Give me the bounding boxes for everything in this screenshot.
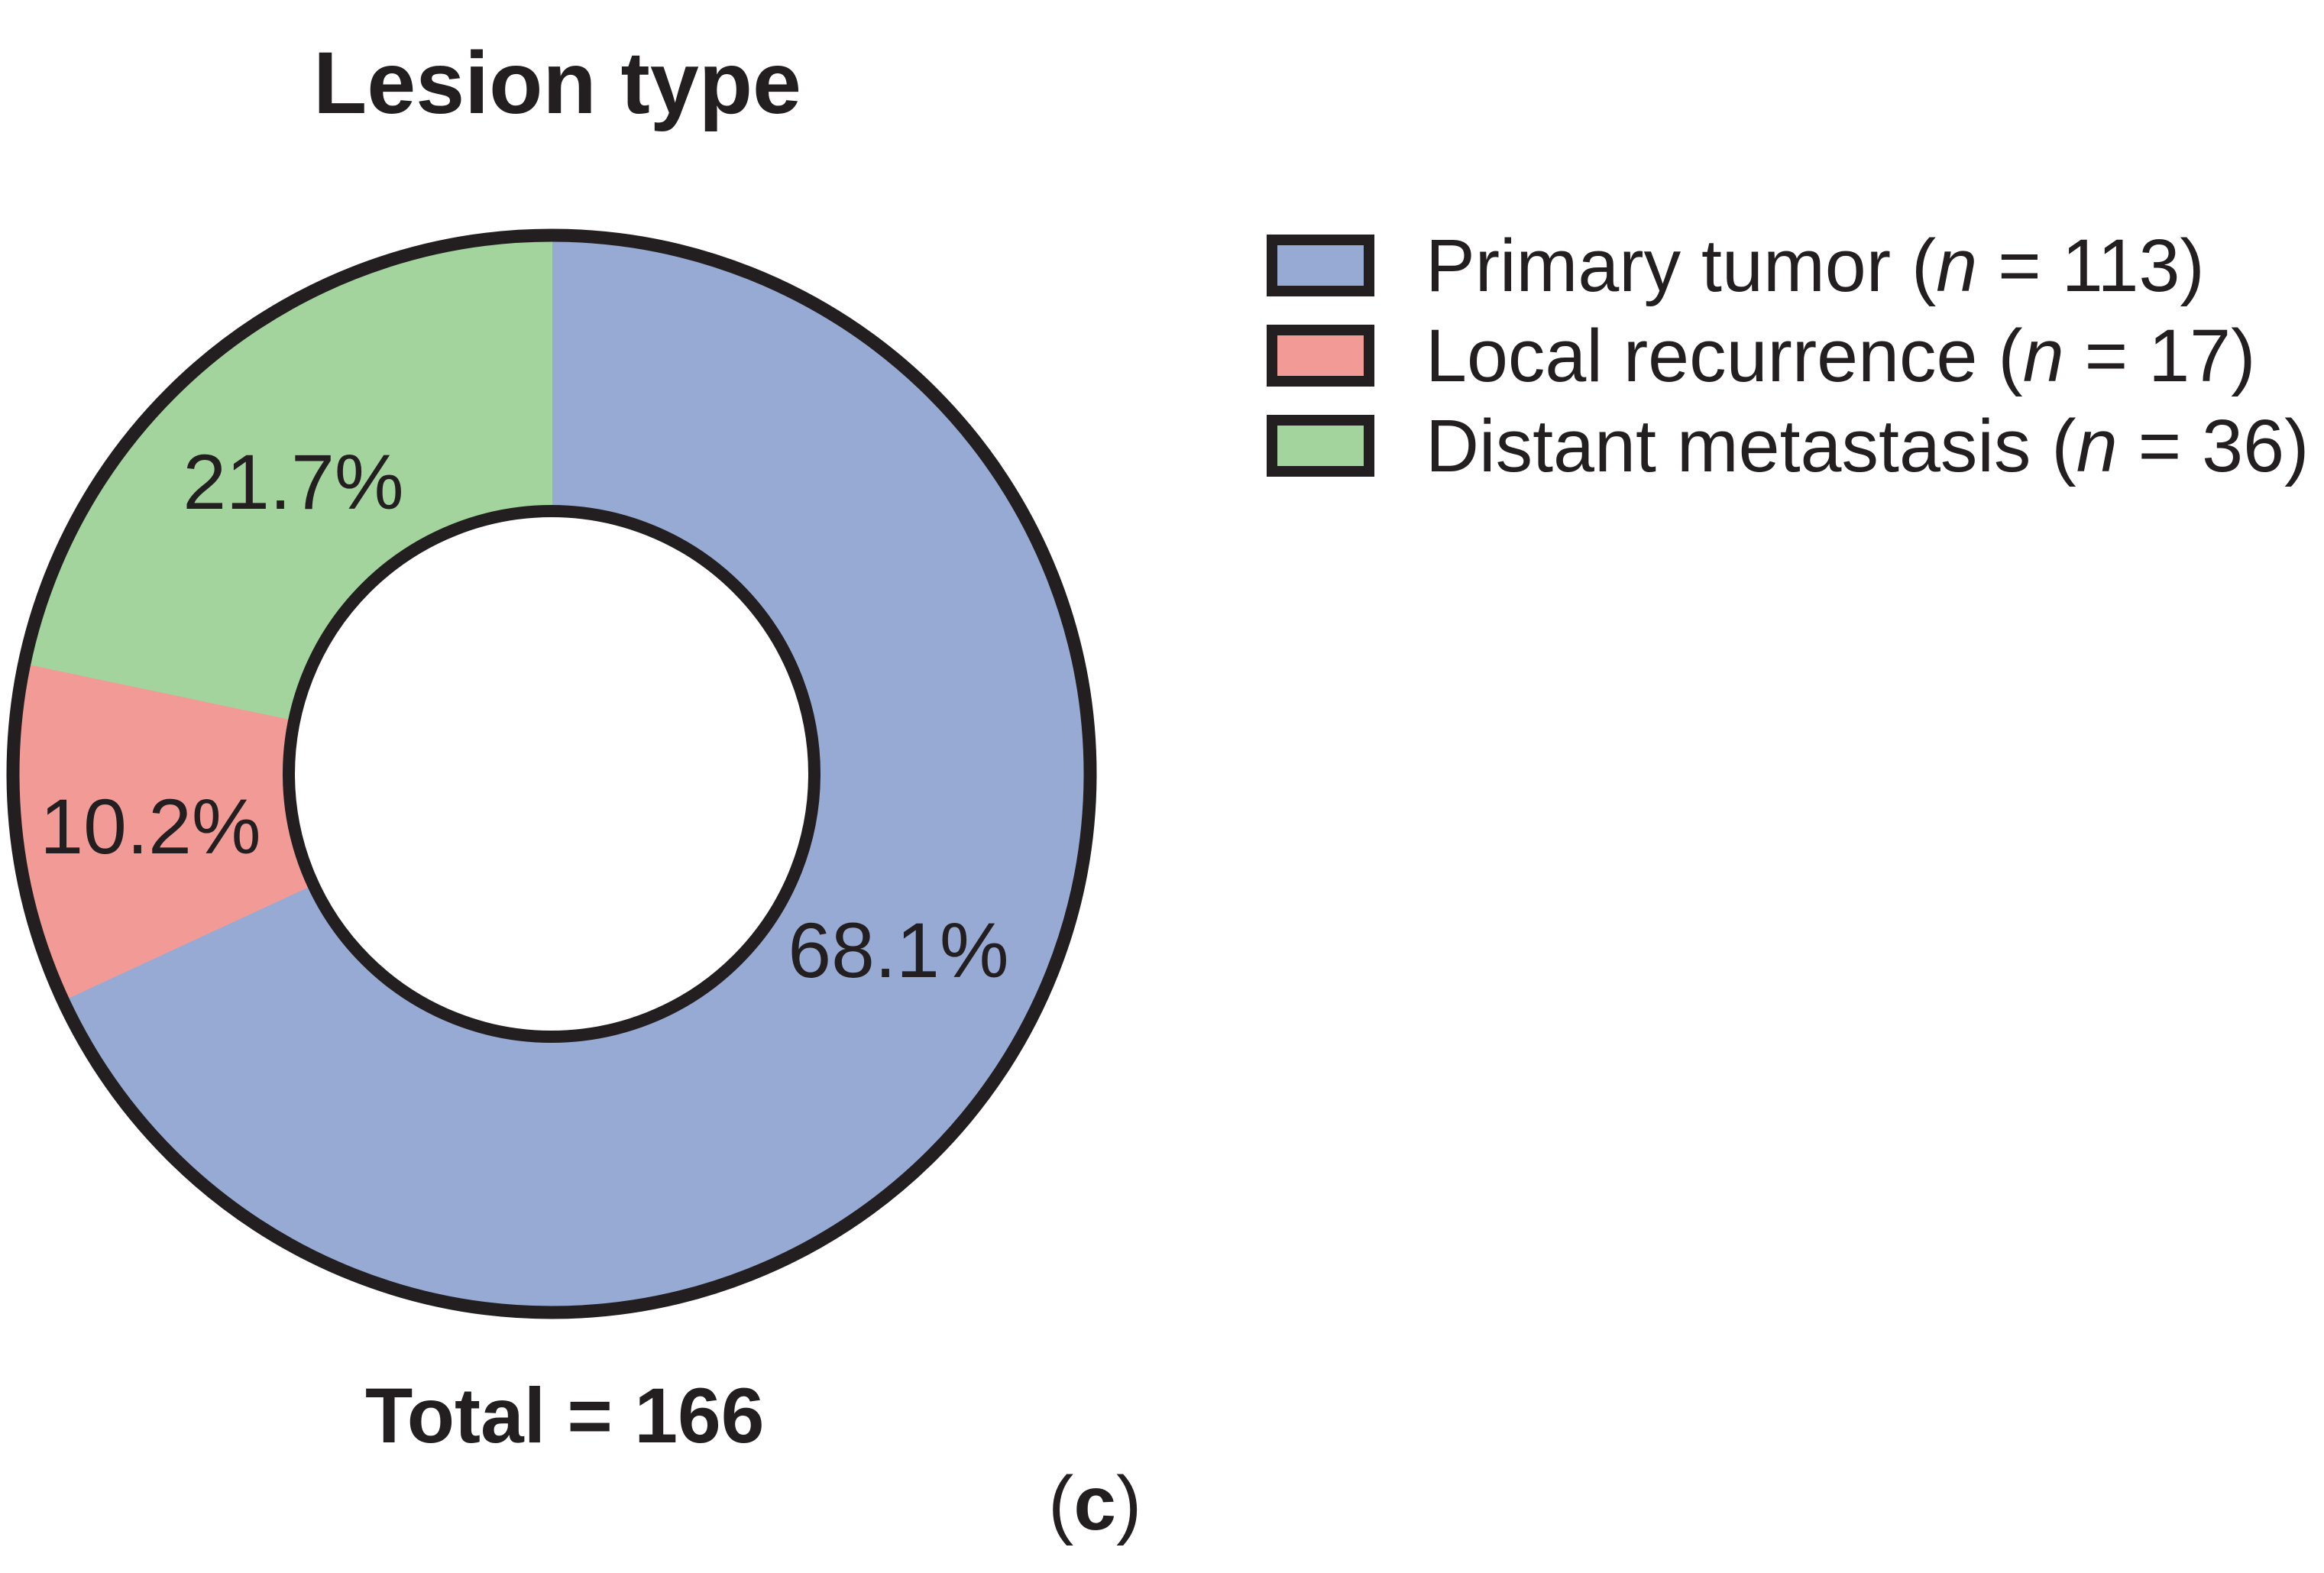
donut-slices	[12, 234, 1091, 1313]
legend-row-distant-metastasis: Distant metastasis (n = 36)	[1267, 409, 2309, 483]
slice-label-local-recurrence: 10.2%	[40, 783, 261, 870]
inner-hole-outline	[283, 505, 821, 1043]
legend-swatch-primary-tumor	[1267, 235, 1374, 296]
donut-outline-rings	[6, 228, 1097, 1319]
legend-swatch-distant-metastasis	[1267, 415, 1374, 477]
legend: Primary tumor (n = 113) Local recurrence …	[1267, 228, 2309, 505]
slice-percentage-labels: 68.1% 10.2% 21.7%	[40, 439, 1008, 994]
legend-row-primary-tumor: Primary tumor (n = 113)	[1267, 228, 2309, 303]
legend-label-local-recurrence: Local recurrence (n = 17)	[1426, 314, 2256, 397]
legend-label-primary-tumor: Primary tumor (n = 113)	[1426, 224, 2205, 307]
slice-label-distant-metastasis: 21.7%	[183, 439, 403, 526]
caption-letter: c	[1073, 1461, 1116, 1546]
figure-caption: (c)	[1048, 1464, 1141, 1544]
legend-label-distant-metastasis: Distant metastasis (n = 36)	[1426, 404, 2309, 487]
outer-ring-outline	[6, 228, 1097, 1319]
caption-open-paren: (	[1048, 1461, 1074, 1546]
legend-row-local-recurrence: Local recurrence (n = 17)	[1267, 319, 2309, 393]
slice-label-primary-tumor: 68.1%	[788, 907, 1008, 994]
total-label: Total = 166	[365, 1372, 765, 1459]
legend-swatch-local-recurrence	[1267, 325, 1374, 387]
caption-close-paren: )	[1115, 1461, 1142, 1546]
chart-title: Lesion type	[313, 34, 802, 132]
